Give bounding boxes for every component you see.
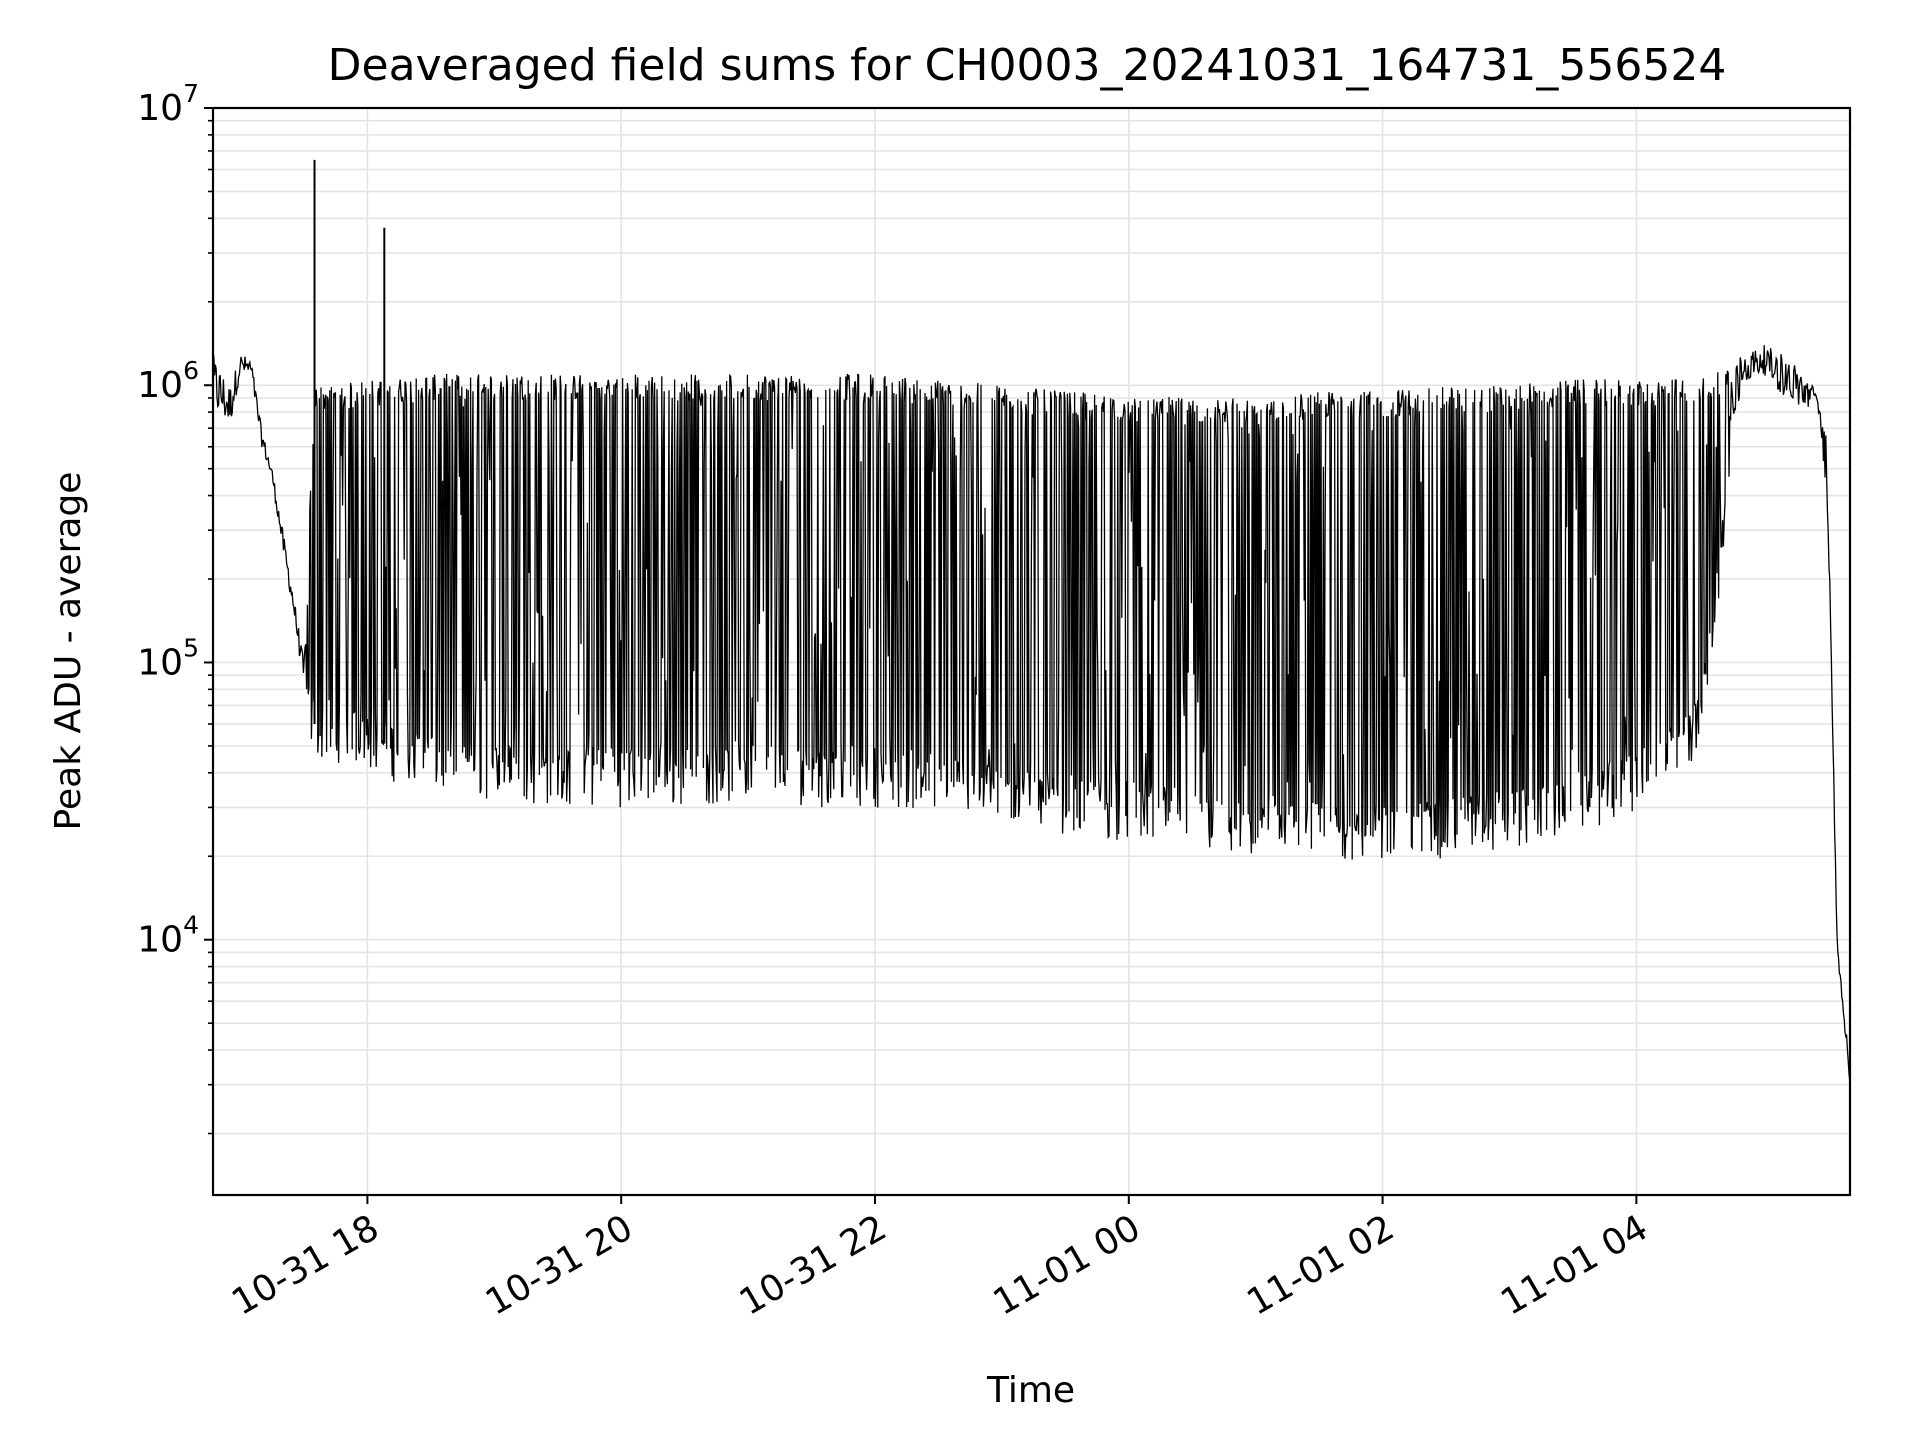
chart-title: Deaveraged field sums for CH0003_2024103… xyxy=(328,40,1727,91)
y-axis-label: Peak ADU - average xyxy=(48,472,89,831)
y-tick-label: 106 xyxy=(137,356,199,406)
series-layer xyxy=(213,159,1850,1083)
y-tick-label: 107 xyxy=(137,79,199,129)
series-line xyxy=(213,345,1850,1083)
y-axis: 104 105 106 107 xyxy=(137,79,213,1135)
plot-frame xyxy=(211,106,1852,1197)
x-axis-label: Time xyxy=(986,1370,1075,1411)
y-tick-label: 104 xyxy=(137,911,199,961)
y-tick-label: 105 xyxy=(137,633,199,683)
